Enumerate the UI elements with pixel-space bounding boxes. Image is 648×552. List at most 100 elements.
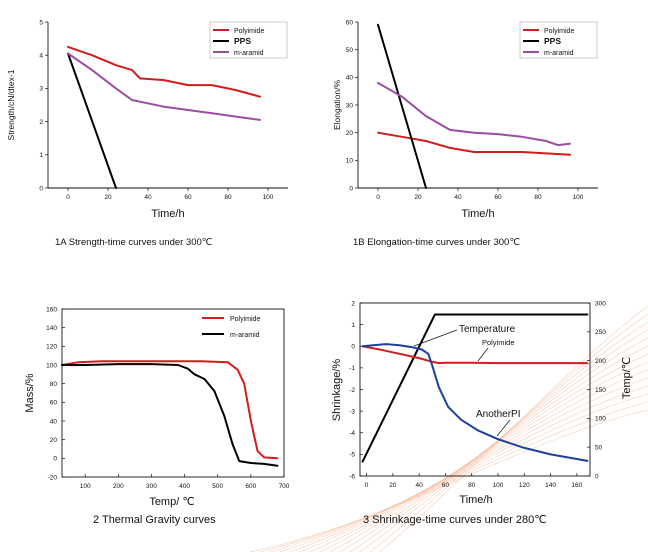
swoosh-line: [319, 353, 648, 552]
x-tick-label: 0: [365, 482, 369, 489]
series-line-anotherpi: [361, 343, 589, 462]
x-tick-label: 60: [442, 482, 450, 489]
x-tick-label: 600: [245, 483, 256, 490]
y-tick-label: 10: [346, 158, 354, 165]
legend-label-polyimide: Polyimide: [230, 316, 260, 323]
y-axis-label: Shrinkage/%: [331, 359, 343, 422]
y-tick-label: 2: [39, 119, 43, 126]
y-right-tick-label: 0: [595, 473, 599, 480]
legend: Polyimide PPS m-aramid: [209, 21, 288, 59]
x-tick-label: 80: [224, 194, 232, 201]
caption-1B: 1B Elongation-time curves under 300℃: [353, 237, 520, 248]
y-tick-label: -6: [349, 473, 355, 480]
y-tick-label: 0: [39, 185, 43, 192]
y-tick-label: 160: [46, 306, 57, 313]
y-tick-label: 20: [346, 130, 354, 137]
x-tick-label: 160: [571, 482, 582, 489]
x-ticks: 0 20 40 60 80 100 120 140 160: [365, 473, 583, 489]
y-axis-label: Strength/cN/dtex-1: [6, 69, 16, 140]
legend-label-polyimide: Polyimide: [234, 28, 264, 35]
x-tick-label: 0: [376, 194, 380, 201]
decorative-swoosh-lines: [249, 305, 648, 552]
y-right-tick-label: 300: [595, 300, 606, 307]
y-tick-label: 1: [351, 322, 355, 329]
x-tick-label: 20: [414, 194, 422, 201]
y-ticks: 0 1 2 3 4 5: [39, 19, 48, 192]
y-tick-label: 5: [39, 19, 43, 26]
series-line-m-aramid: [67, 52, 261, 121]
legend-label-m-aramid: m-aramid: [234, 50, 264, 57]
series-line-m-aramid: [377, 81, 571, 147]
swoosh-line: [249, 409, 648, 552]
x-tick-label: 700: [279, 483, 290, 490]
y-right-tick-label: 200: [595, 358, 606, 365]
x-tick-label: 300: [146, 483, 157, 490]
y-tick-label: 60: [50, 400, 58, 407]
x-tick-label: 40: [416, 482, 424, 489]
swoosh-line: [379, 305, 648, 552]
x-axis-label: Time/h: [459, 494, 492, 506]
y-tick-label: 100: [46, 362, 57, 369]
y-tick-label: 0: [351, 344, 355, 351]
y-ticks: 0 10 20 30 40 50 60: [346, 19, 358, 192]
swoosh-line: [259, 401, 648, 552]
caption-1A: 1A Strength-time curves under 300℃: [55, 237, 213, 248]
annotation-polyimide: Polyimide: [482, 338, 515, 347]
y-tick-label: -4: [349, 430, 355, 437]
swoosh-line: [289, 377, 648, 552]
y-tick-label: 0: [53, 456, 57, 463]
x-tick-label: 60: [494, 194, 502, 201]
y-tick-label: 0: [349, 185, 353, 192]
y-ticks: -6 -5 -4 -3 -2 -1 0 1 2: [349, 300, 363, 480]
legend-label-polyimide: Polyimide: [544, 28, 574, 35]
y-tick-label: 40: [50, 418, 58, 425]
y-tick-label: 140: [46, 325, 57, 332]
y-tick-label: -3: [349, 408, 355, 415]
chart-thermal-gravity: 100 200 300 400 500 600 700 -20 0 20 40 60 80 100 120…: [24, 306, 290, 526]
y-tick-label: 1: [39, 152, 43, 159]
x-tick-label: 120: [519, 482, 530, 489]
x-tick-label: 100: [493, 482, 504, 489]
y-ticks-right: 0 50 100 150 200 250 300: [587, 300, 606, 480]
chart-strength-time: 0 20 40 60 80 100 0 1 2 3 4 5 Time/h Strength/cN/d…: [6, 19, 288, 248]
legend: Polyimide m-aramid: [202, 316, 260, 339]
series-line-m-aramid: [61, 363, 279, 467]
x-axis-label: Temp/ ℃: [149, 496, 194, 508]
y-tick-label: 3: [39, 86, 43, 93]
y-ticks: -20 0 20 40 60 80 100 120 140 160: [46, 306, 65, 481]
x-tick-label: 100: [80, 483, 91, 490]
x-tick-label: 80: [468, 482, 476, 489]
legend: Polyimide PPS m-aramid: [519, 21, 598, 59]
y-tick-label: 60: [346, 19, 354, 26]
y-right-tick-label: 100: [595, 416, 606, 423]
swoosh-line: [309, 361, 648, 552]
x-ticks: 0 20 40 60 80 100: [376, 188, 584, 201]
annotation-temperature-pointer: [413, 329, 458, 347]
x-axis-label: Time/h: [461, 208, 494, 220]
swoosh-line: [269, 393, 648, 552]
x-tick-label: 100: [573, 194, 584, 201]
y-tick-label: 20: [50, 437, 58, 444]
x-tick-label: 140: [545, 482, 556, 489]
series-line-temperature: [361, 313, 589, 463]
series-lines: [61, 360, 279, 467]
y-tick-label: 50: [346, 47, 354, 54]
annotations: Temperature Polyimide AnotherPI: [413, 324, 520, 437]
series-line-pps: [377, 23, 427, 189]
x-ticks: 0 20 40 60 80 100: [66, 188, 274, 201]
legend-label-m-aramid: m-aramid: [230, 332, 260, 339]
x-tick-label: 20: [104, 194, 112, 201]
legend-label-pps: PPS: [544, 36, 561, 46]
x-axis-label: Time/h: [151, 208, 184, 220]
legend-label-m-aramid: m-aramid: [544, 50, 574, 57]
x-ticks: 100 200 300 400 500 600 700: [80, 474, 290, 490]
caption-2: 2 Thermal Gravity curves: [93, 514, 216, 526]
y-tick-label: 4: [39, 53, 43, 60]
x-tick-label: 200: [113, 483, 124, 490]
x-tick-label: 400: [179, 483, 190, 490]
swoosh-line: [279, 385, 648, 552]
series-lines: [361, 313, 589, 463]
annotation-another-pi-pointer: [496, 419, 511, 437]
swoosh-line: [329, 345, 648, 552]
